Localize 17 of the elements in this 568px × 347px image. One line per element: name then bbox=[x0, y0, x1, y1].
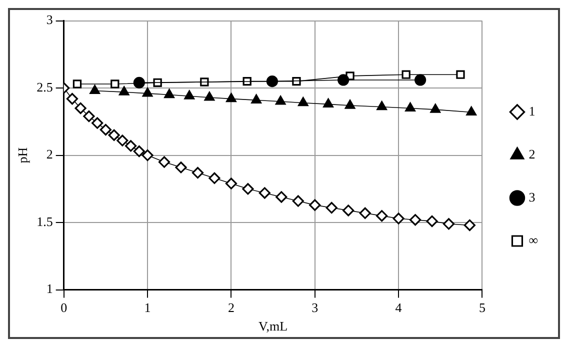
legend-label: 2 bbox=[528, 146, 536, 162]
legend-label: ∞ bbox=[528, 232, 538, 248]
y-axis-title: pH bbox=[15, 147, 30, 164]
y-tick-label: 2.5 bbox=[36, 79, 53, 94]
x-tick-label: 0 bbox=[60, 300, 68, 316]
x-tick-label: 2 bbox=[228, 300, 234, 316]
legend-label: 1 bbox=[528, 103, 536, 118]
x-axis-title: V,mL bbox=[258, 318, 288, 334]
y-tick-label: 1.5 bbox=[36, 214, 53, 229]
y-tick-label: 2 bbox=[46, 146, 53, 162]
x-tick-label: 1 bbox=[144, 300, 151, 316]
x-tick-label: 3 bbox=[312, 300, 318, 316]
y-tick-label: 3 bbox=[46, 12, 53, 28]
x-tick-label: 5 bbox=[478, 300, 486, 316]
x-tick-label: 4 bbox=[395, 300, 402, 316]
legend-label: 3 bbox=[528, 189, 536, 204]
y-tick-label: 1 bbox=[46, 281, 53, 296]
